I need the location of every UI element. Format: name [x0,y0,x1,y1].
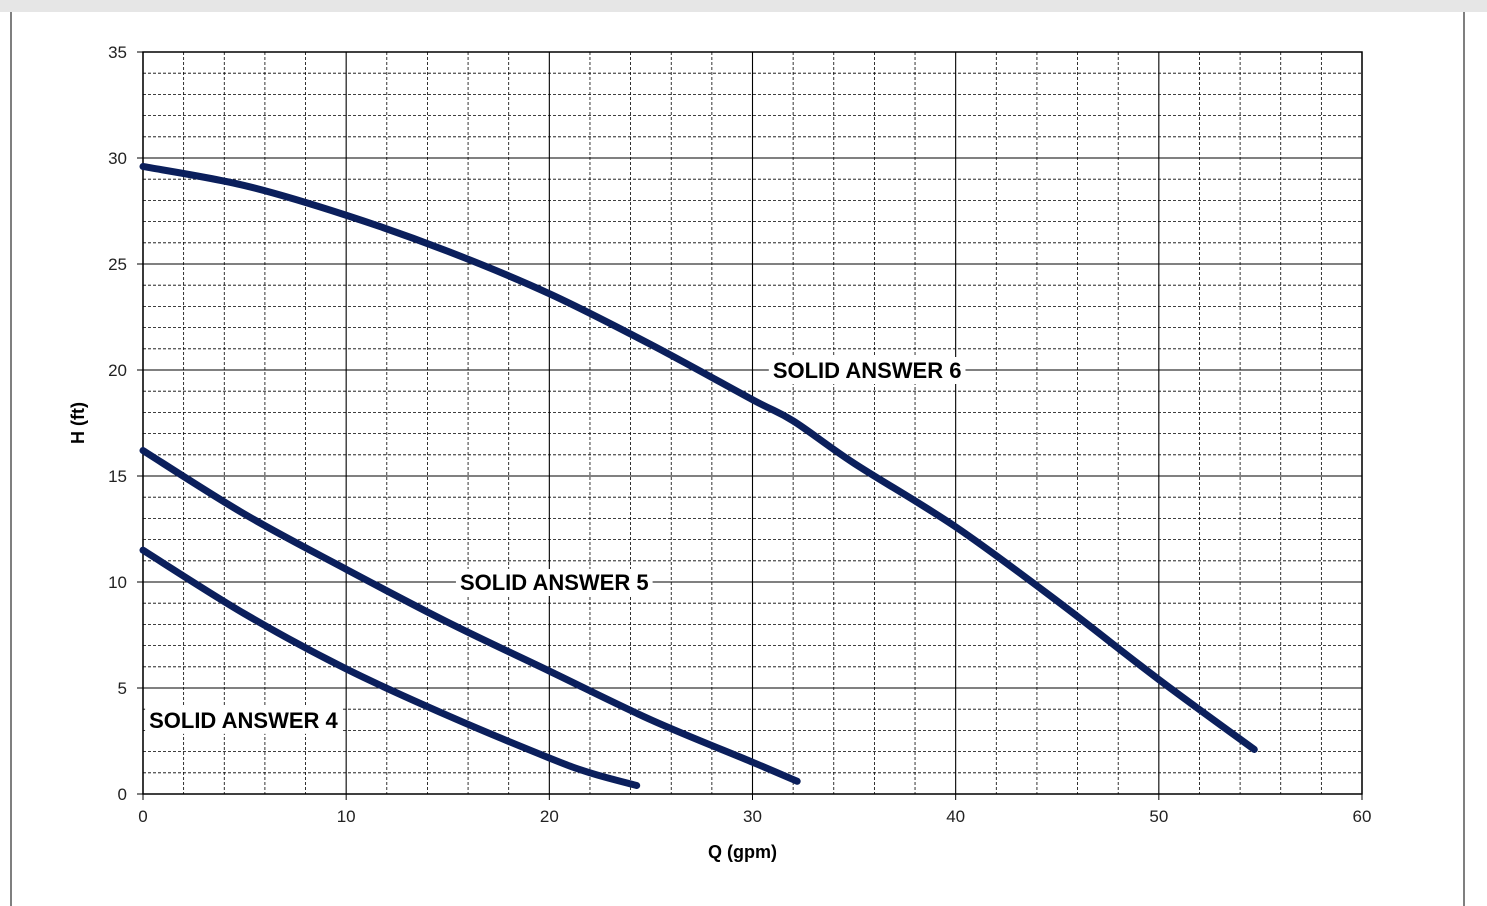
y-tick-label: 5 [118,679,127,698]
x-tick-label: 60 [1353,807,1372,826]
x-tick-label: 20 [540,807,559,826]
x-tick-label: 0 [138,807,147,826]
series-line-2 [139,447,801,785]
series-labels: SOLID ANSWER 6 SOLID ANSWER 5 SOLID ANSWER… [145,357,966,734]
top-bar [0,0,1487,12]
y-tick-label: 35 [108,43,127,62]
x-tick-label: 30 [743,807,762,826]
series-label-2: SOLID ANSWER 5 [460,570,649,595]
series-label-1: SOLID ANSWER 6 [773,358,962,383]
y-tick-label: 10 [108,573,127,592]
series-label-background [145,706,343,734]
major-grid [142,51,1363,795]
x-axis-ticks: 0 10 20 30 40 50 60 [138,794,1371,826]
y-tick-label: 20 [108,361,127,380]
series-label-background [455,569,653,596]
x-tick-label: 40 [946,807,965,826]
series-line-1 [139,162,1258,753]
chart-frame [10,12,1465,906]
x-tick-label: 10 [337,807,356,826]
series-label-background [768,357,966,384]
y-axis-ticks: 0 5 10 15 20 25 30 35 [108,43,143,804]
y-tick-label: 0 [118,785,127,804]
series-label-3: SOLID ANSWER 4 [149,708,338,733]
series-line-3 [139,546,641,790]
series-lines [139,162,1258,790]
x-axis-title: Q (gpm) [708,842,777,862]
y-tick-label: 25 [108,255,127,274]
x-tick-label: 50 [1149,807,1168,826]
y-axis-title: H (ft) [68,402,88,444]
y-tick-label: 30 [108,149,127,168]
y-tick-label: 15 [108,467,127,486]
